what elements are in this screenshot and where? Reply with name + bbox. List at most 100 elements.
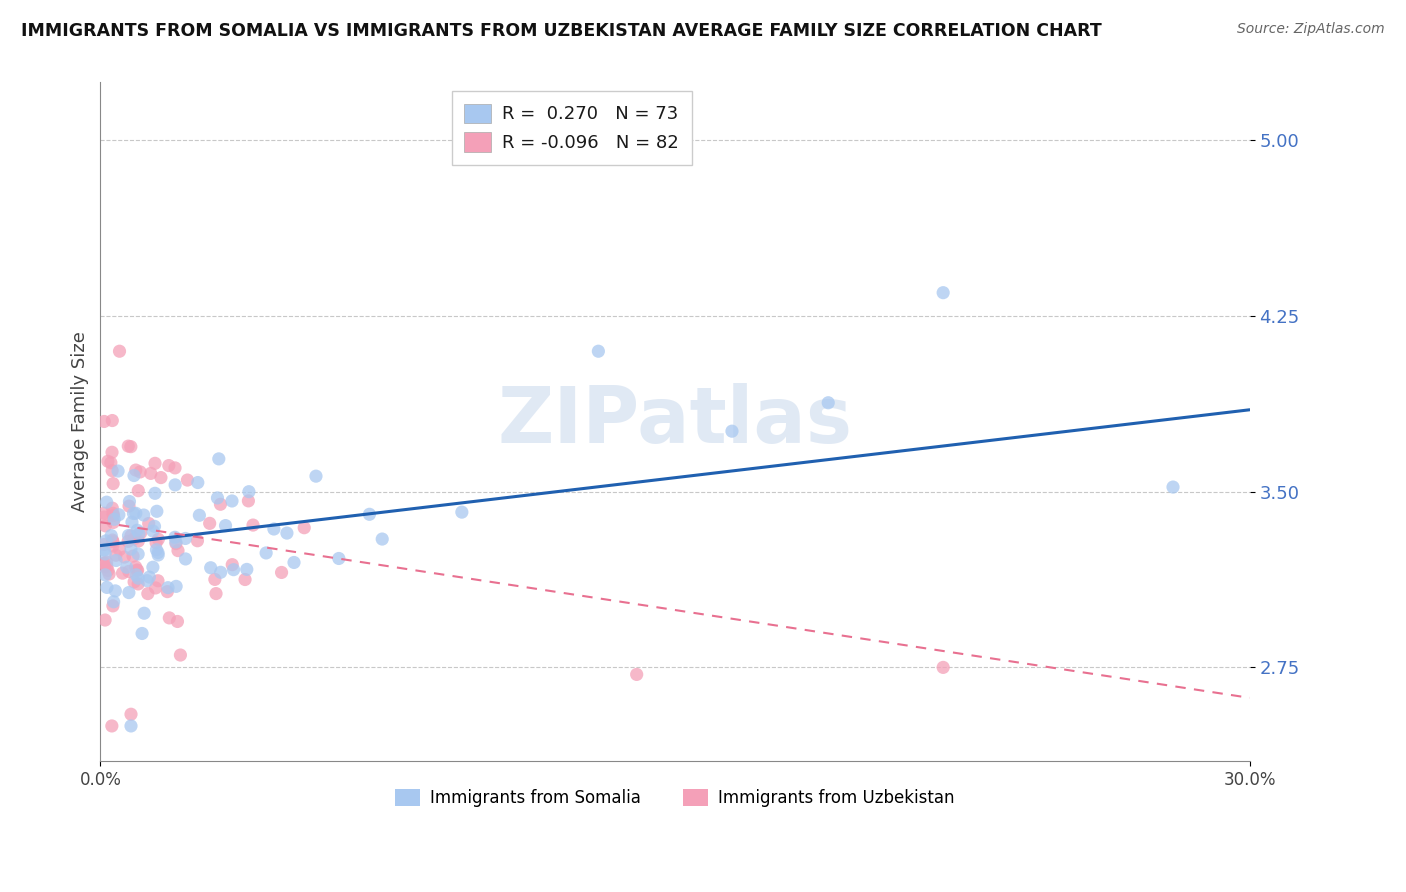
Point [139, 467, 162, 481]
Point [143, 456, 166, 470]
Point [200, 560, 222, 574]
Point [163, 530, 186, 544]
Point [103, 516, 125, 530]
Point [146, 504, 169, 518]
Point [96, 555, 118, 569]
Point [115, 560, 138, 574]
Point [105, 553, 128, 567]
Point [238, 484, 260, 499]
Point [125, 560, 148, 574]
Point [104, 583, 127, 598]
Point [359, 508, 381, 522]
Point [112, 550, 135, 565]
Point [148, 533, 170, 547]
Point [118, 565, 141, 579]
Point [93, 415, 115, 429]
Point [117, 534, 139, 549]
Point [156, 581, 179, 595]
Point [174, 532, 197, 546]
Point [270, 566, 292, 580]
Point [118, 585, 141, 599]
Point [127, 534, 149, 549]
Point [101, 506, 124, 520]
Point [96, 559, 118, 574]
Point [198, 516, 221, 531]
Point [117, 439, 139, 453]
Point [101, 464, 124, 478]
Point [96, 495, 118, 509]
Point [93, 506, 115, 520]
Point [127, 563, 149, 577]
Point [932, 285, 955, 300]
Point [283, 556, 305, 570]
Point [127, 577, 149, 591]
Point [101, 533, 124, 547]
Point [122, 468, 145, 483]
Point [138, 570, 160, 584]
Point [97, 564, 120, 578]
Point [148, 548, 170, 562]
Point [136, 586, 159, 600]
Point [101, 599, 124, 613]
Point [236, 562, 259, 576]
Point [107, 464, 129, 478]
Point [145, 542, 167, 557]
Point [132, 508, 155, 522]
Point [221, 558, 243, 572]
Point [122, 549, 145, 563]
Point [305, 469, 328, 483]
Point [120, 529, 142, 543]
Point [103, 595, 125, 609]
Point [94, 613, 117, 627]
Point [124, 532, 146, 546]
Point [94, 519, 117, 533]
Point [588, 344, 610, 359]
Point [145, 536, 167, 550]
Point [120, 440, 142, 454]
Point [263, 522, 285, 536]
Point [221, 494, 243, 508]
Point [222, 563, 245, 577]
Point [125, 463, 148, 477]
Point [932, 660, 955, 674]
Point [166, 615, 188, 629]
Point [136, 574, 159, 588]
Point [450, 505, 472, 519]
Point [1161, 480, 1184, 494]
Point [118, 494, 141, 508]
Point [167, 543, 190, 558]
Point [174, 552, 197, 566]
Point [142, 560, 165, 574]
Point [108, 344, 131, 359]
Point [233, 573, 256, 587]
Point [108, 508, 131, 522]
Point [101, 445, 124, 459]
Point [100, 528, 122, 542]
Point [134, 606, 156, 620]
Point [721, 424, 744, 438]
Point [165, 579, 187, 593]
Point [125, 506, 148, 520]
Point [93, 510, 115, 524]
Point [163, 461, 186, 475]
Point [120, 542, 142, 557]
Point [118, 499, 141, 513]
Point [101, 501, 124, 516]
Point [101, 476, 124, 491]
Point [187, 475, 209, 490]
Point [149, 470, 172, 484]
Point [626, 667, 648, 681]
Point [169, 648, 191, 662]
Point [205, 586, 228, 600]
Point [328, 551, 350, 566]
Legend: Immigrants from Somalia, Immigrants from Uzbekistan: Immigrants from Somalia, Immigrants from… [389, 782, 962, 814]
Point [143, 486, 166, 500]
Point [93, 542, 115, 557]
Point [129, 525, 152, 540]
Point [165, 478, 187, 492]
Point [120, 707, 142, 722]
Point [94, 567, 117, 582]
Point [94, 533, 117, 548]
Point [142, 524, 165, 538]
Point [238, 494, 260, 508]
